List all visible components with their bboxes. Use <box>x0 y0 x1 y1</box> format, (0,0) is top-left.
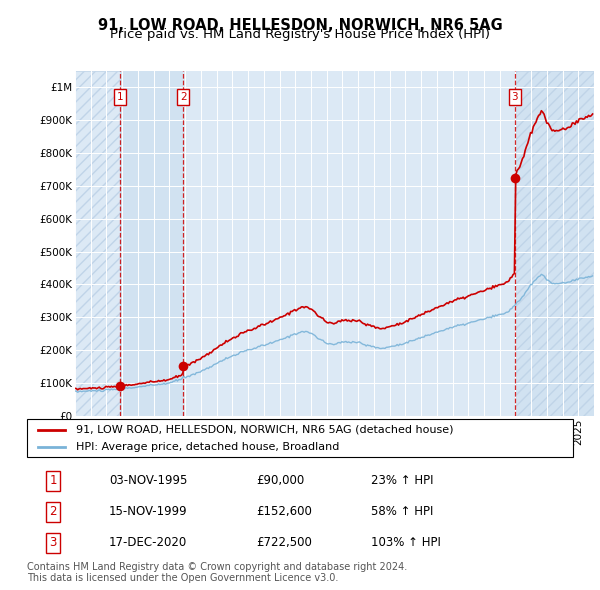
Text: Contains HM Land Registry data © Crown copyright and database right 2024.
This d: Contains HM Land Registry data © Crown c… <box>27 562 407 584</box>
FancyBboxPatch shape <box>27 419 573 457</box>
Text: HPI: Average price, detached house, Broadland: HPI: Average price, detached house, Broa… <box>76 441 340 451</box>
Text: 91, LOW ROAD, HELLESDON, NORWICH, NR6 5AG (detached house): 91, LOW ROAD, HELLESDON, NORWICH, NR6 5A… <box>76 425 454 435</box>
Text: 2: 2 <box>49 505 57 519</box>
Bar <box>515 71 594 416</box>
Text: £90,000: £90,000 <box>256 474 305 487</box>
Text: £152,600: £152,600 <box>256 505 312 519</box>
Text: 15-NOV-1999: 15-NOV-1999 <box>109 505 188 519</box>
Text: £722,500: £722,500 <box>256 536 312 549</box>
Bar <box>75 71 119 416</box>
Text: 91, LOW ROAD, HELLESDON, NORWICH, NR6 5AG: 91, LOW ROAD, HELLESDON, NORWICH, NR6 5A… <box>98 18 502 32</box>
Bar <box>515 71 594 416</box>
Bar <box>119 71 183 416</box>
Text: 1: 1 <box>49 474 57 487</box>
Text: 17-DEC-2020: 17-DEC-2020 <box>109 536 187 549</box>
Text: 2: 2 <box>180 92 187 102</box>
Text: Price paid vs. HM Land Registry's House Price Index (HPI): Price paid vs. HM Land Registry's House … <box>110 28 490 41</box>
Text: 1: 1 <box>116 92 123 102</box>
Text: 58% ↑ HPI: 58% ↑ HPI <box>371 505 433 519</box>
Text: 3: 3 <box>512 92 518 102</box>
Text: 03-NOV-1995: 03-NOV-1995 <box>109 474 187 487</box>
Text: 103% ↑ HPI: 103% ↑ HPI <box>371 536 441 549</box>
Text: 3: 3 <box>50 536 57 549</box>
Text: 23% ↑ HPI: 23% ↑ HPI <box>371 474 433 487</box>
